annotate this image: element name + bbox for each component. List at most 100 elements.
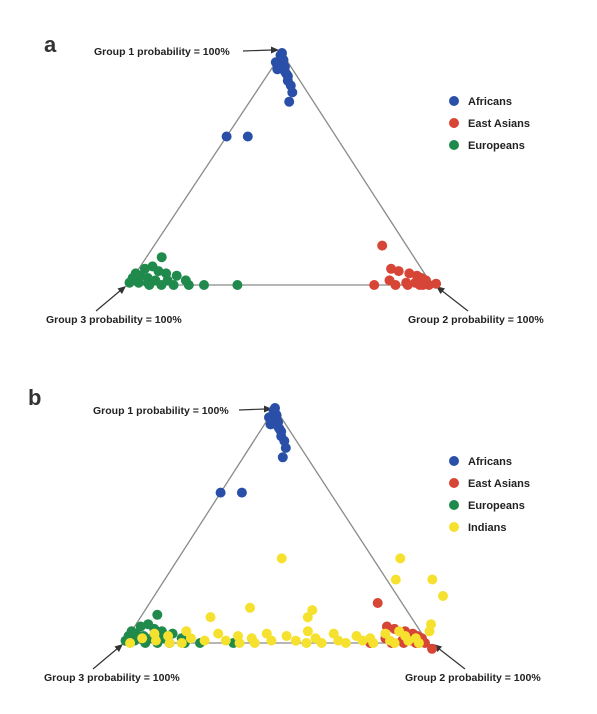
panel-a-legend-label-europeans: Europeans xyxy=(468,140,525,152)
panel-b-point-indians-39 xyxy=(164,638,175,648)
panel-b-point-east-asians-15 xyxy=(427,643,437,654)
panel-a-data-points xyxy=(124,48,442,290)
panel-a-point-east-asians-0 xyxy=(377,240,388,251)
panel-a-point-east-asians-12 xyxy=(369,280,380,290)
panel-b-point-indians-4 xyxy=(438,591,448,601)
panel-b-legend-label-east-asians: East Asians xyxy=(468,478,530,490)
panel-a-point-europeans-14 xyxy=(133,277,144,288)
panel-a-point-europeans-6 xyxy=(171,270,182,281)
panel-b-legend-label-europeans: Europeans xyxy=(468,500,525,512)
panel-b-legend-marker-indians xyxy=(449,522,459,532)
panel-a-point-europeans-18 xyxy=(199,280,209,290)
panel-b-point-indians-36 xyxy=(357,635,368,646)
panel-b-label-group-3: Group 3 probability = 100% xyxy=(44,672,180,684)
panel-b-point-indians-40 xyxy=(176,638,187,648)
panel-a-point-europeans-19 xyxy=(232,280,243,290)
panel-a-point-europeans-0 xyxy=(156,252,167,263)
panel-a-legend-label-east-asians: East Asians xyxy=(468,118,530,130)
panel-b-point-indians-35 xyxy=(333,635,344,646)
panel-b-point-indians-7 xyxy=(302,612,313,623)
panel-b-point-indians-33 xyxy=(266,635,277,646)
panel-b-point-africans-16 xyxy=(268,405,279,416)
panel-b-point-indians-47 xyxy=(389,638,400,648)
panel-b-point-indians-15 xyxy=(213,628,224,639)
panel-a-label-group-3: Group 3 probability = 100% xyxy=(46,314,182,326)
panel-a-point-east-asians-16 xyxy=(417,280,428,290)
panel-a-point-east-asians-14 xyxy=(402,280,413,290)
panel-a-point-europeans-17 xyxy=(168,280,179,290)
panel-b-point-indians-49 xyxy=(125,638,136,648)
panel-b-point-indians-5 xyxy=(245,602,255,613)
panel-a-point-europeans-13 xyxy=(124,277,135,288)
panel-a-point-europeans-20 xyxy=(144,280,155,290)
panel-a-letter: a xyxy=(44,32,57,57)
panel-a-label-group-2: Group 2 probability = 100% xyxy=(408,314,544,326)
panel-a-point-africans-15 xyxy=(242,131,253,142)
panel-b-data-points xyxy=(120,403,448,654)
panel-b-point-indians-11 xyxy=(302,626,313,637)
panel-a-point-east-asians-3 xyxy=(404,268,415,279)
panel-b-legend: Africans East Asians Europeans Indians xyxy=(449,456,530,534)
panel-a-legend-marker-europeans xyxy=(449,140,459,150)
panel-b-arrow-group-1 xyxy=(238,408,266,411)
panel-b-legend-marker-africans xyxy=(449,456,459,466)
panel-a-point-europeans-21 xyxy=(183,280,194,290)
panel-a-point-africans-12 xyxy=(287,87,298,98)
panel-b-point-indians-31 xyxy=(199,635,210,646)
panel-b-point-indians-44 xyxy=(316,638,327,648)
panel-b-arrowhead-group-1 xyxy=(264,405,272,413)
panel-b-point-indians-41 xyxy=(234,638,245,648)
panel-b-point-indians-0 xyxy=(276,553,287,564)
panel-a-label-group-1: Group 1 probability = 100% xyxy=(94,46,230,58)
panel-b-point-indians-6 xyxy=(307,605,318,616)
panel-a-legend: Africans East Asians Europeans xyxy=(449,96,530,152)
panel-b-letter: b xyxy=(28,385,41,410)
panel-b-point-europeans-0 xyxy=(152,609,163,620)
panel-b-point-indians-48 xyxy=(413,638,424,648)
panel-a-point-africans-13 xyxy=(284,96,295,107)
panel-a-legend-marker-east-asians xyxy=(449,118,459,128)
panel-a: a Group 1 probability = 100% Group 3 pro… xyxy=(44,32,544,326)
panel-b-legend-label-indians: Indians xyxy=(468,522,507,534)
panel-a-point-east-asians-2 xyxy=(393,266,404,277)
panel-a-point-africans-14 xyxy=(221,131,232,142)
panel-a-point-east-asians-13 xyxy=(390,280,401,290)
panel-a-legend-label-africans: Africans xyxy=(468,96,512,108)
panel-b-arrow-group-3 xyxy=(92,647,119,670)
panel-b-point-indians-32 xyxy=(220,635,231,646)
panel-b-point-indians-13 xyxy=(424,626,435,637)
panel-b-point-indians-21 xyxy=(281,631,292,641)
panel-b-point-africans-12 xyxy=(280,442,291,453)
panel-a-arrow-group-1 xyxy=(242,49,273,52)
panel-b-point-africans-15 xyxy=(236,487,247,498)
panel-b-point-indians-8 xyxy=(205,612,216,623)
panel-a-legend-marker-africans xyxy=(449,96,459,106)
panel-b-point-indians-2 xyxy=(390,574,401,585)
panel-b-point-indians-46 xyxy=(368,638,379,648)
panel-b-point-indians-1 xyxy=(395,553,406,564)
panel-b-point-europeans-2 xyxy=(135,621,146,632)
panel-b-label-group-2: Group 2 probability = 100% xyxy=(405,672,541,684)
panel-b-point-africans-14 xyxy=(215,487,226,498)
panel-a-point-europeans-3 xyxy=(153,266,164,277)
panel-b-legend-marker-east-asians xyxy=(449,478,459,488)
panel-a-point-africans-17 xyxy=(272,59,283,70)
panel-a-arrow-group-2 xyxy=(440,289,469,312)
panel-b-label-group-1: Group 1 probability = 100% xyxy=(93,405,229,417)
panel-a-arrowhead-group-1 xyxy=(271,46,279,54)
panel-b-point-indians-25 xyxy=(185,633,196,644)
panel-b-point-indians-42 xyxy=(249,638,260,648)
panel-b-point-indians-3 xyxy=(427,574,438,585)
panel-b-point-indians-34 xyxy=(290,635,301,646)
panel-b-point-indians-24 xyxy=(137,633,148,644)
panel-b-point-africans-17 xyxy=(265,414,276,425)
panel-b-triangle xyxy=(122,406,430,644)
panel-b-point-africans-13 xyxy=(277,452,288,463)
panel-a-point-europeans-16 xyxy=(156,280,167,290)
panel-b: b Group 1 probability = 100% Group 3 pro… xyxy=(28,385,541,684)
panel-a-triangle xyxy=(126,51,434,286)
panel-a-point-east-asians-15 xyxy=(431,278,442,289)
panel-b-point-indians-45 xyxy=(340,638,351,648)
panel-a-arrowhead-group-3 xyxy=(117,286,126,294)
